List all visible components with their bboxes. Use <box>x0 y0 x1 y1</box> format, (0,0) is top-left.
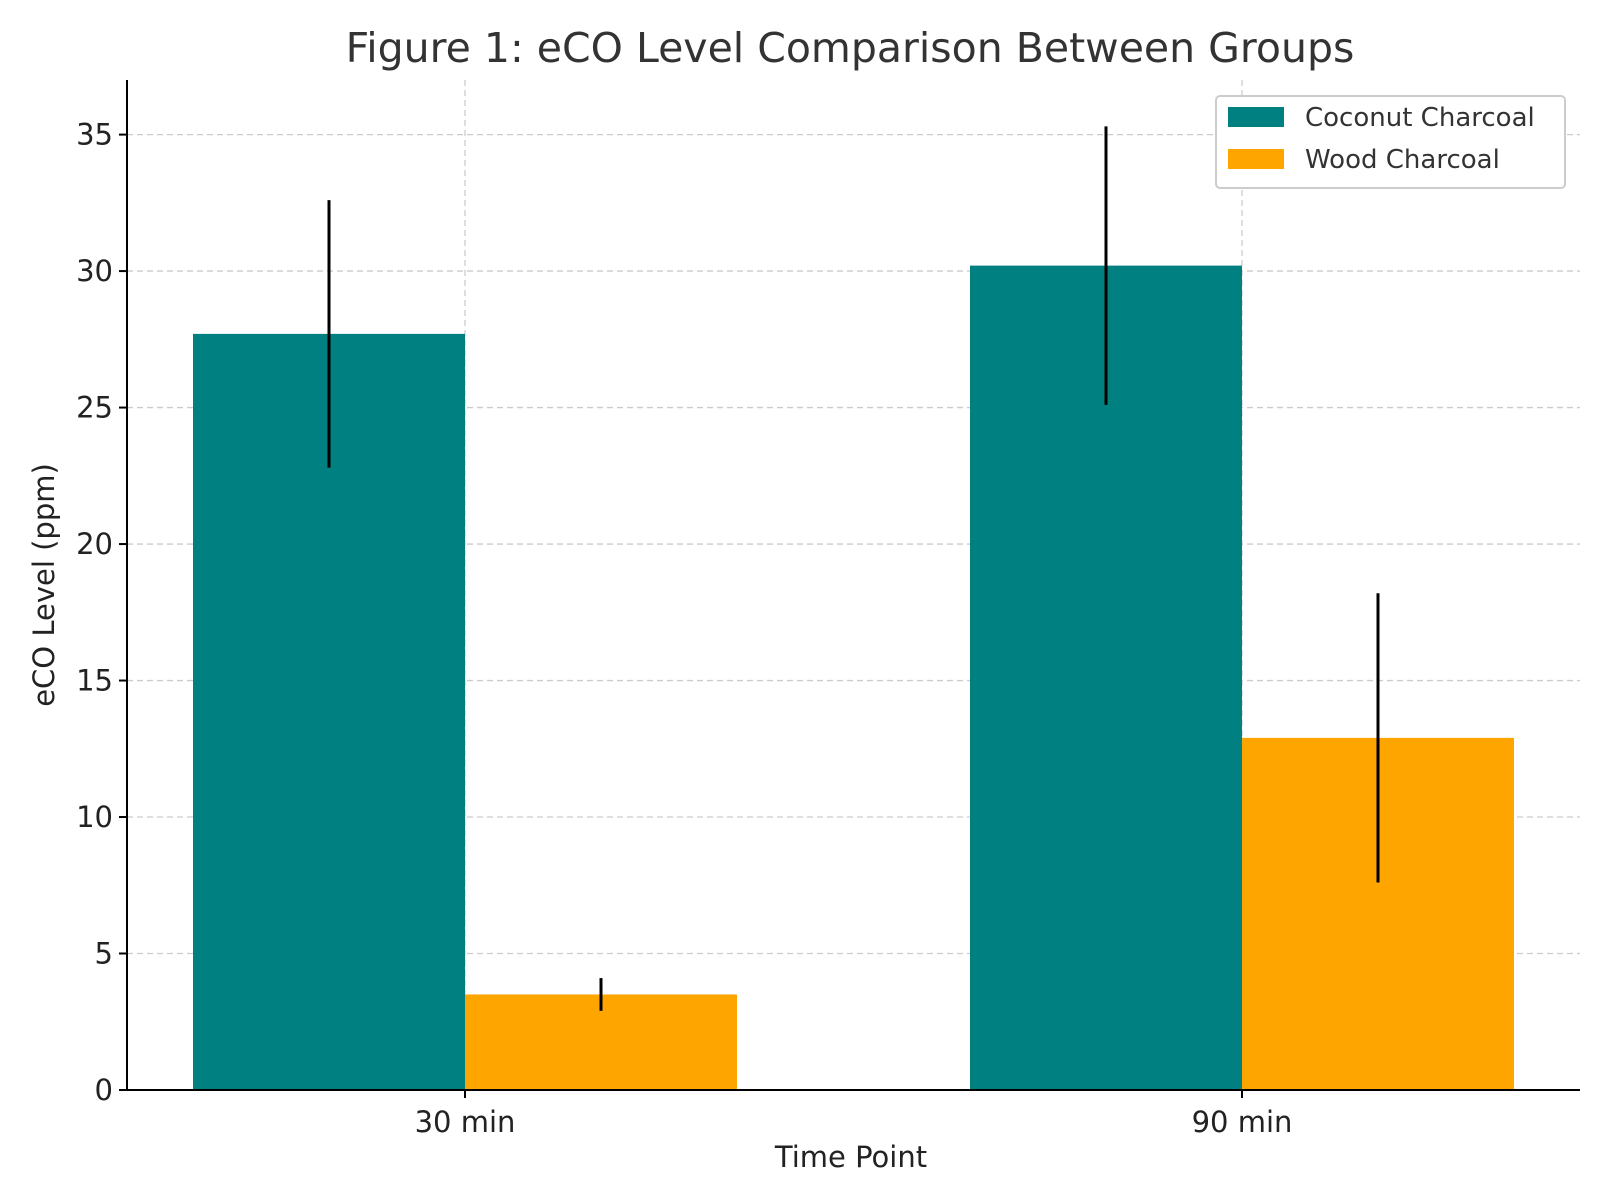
y-axis-label: eCO Level (ppm) <box>27 463 61 707</box>
chart-title: Figure 1: eCO Level Comparison Between G… <box>346 24 1355 72</box>
legend-swatch <box>1228 149 1284 169</box>
y-tick-label: 15 <box>76 664 113 698</box>
legend: Coconut Charcoal Wood Charcoal <box>1215 95 1566 189</box>
y-tick-label: 30 <box>76 254 113 288</box>
tick-labels: 0 5 10 15 20 25 30 35 30 min 90 min <box>76 118 1292 1139</box>
axes <box>126 80 1580 1091</box>
y-tick-label: 35 <box>76 118 113 152</box>
y-tick-label: 5 <box>95 937 113 971</box>
legend-box <box>1215 95 1566 189</box>
y-tick-label: 10 <box>76 800 113 834</box>
y-tick-label: 0 <box>95 1073 113 1107</box>
error-bars <box>327 126 1380 1011</box>
legend-label: Wood Charcoal <box>1305 145 1500 175</box>
y-tick-label: 20 <box>76 527 113 561</box>
x-tick-label: 30 min <box>415 1105 516 1139</box>
legend-label: Coconut Charcoal <box>1305 103 1535 133</box>
x-tick-label: 90 min <box>1192 1105 1293 1139</box>
x-axis-label: Time Point <box>774 1140 927 1174</box>
legend-swatch <box>1228 107 1284 127</box>
y-tick-label: 25 <box>76 391 113 425</box>
